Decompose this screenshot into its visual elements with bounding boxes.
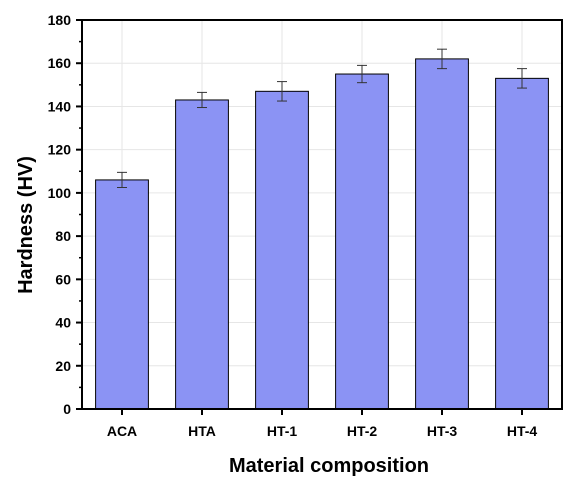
x-tick-label-aca: ACA	[107, 423, 137, 439]
y-tick-label: 160	[48, 55, 72, 71]
y-tick-label: 120	[48, 142, 72, 158]
bar-hta	[175, 99, 229, 410]
y-tick-label: 80	[55, 228, 71, 244]
y-tick-label: 100	[48, 185, 72, 201]
y-tick-label: 60	[55, 271, 71, 287]
y-tick-label: 20	[55, 358, 71, 374]
bars	[95, 58, 549, 410]
y-tick-label: 180	[48, 12, 72, 28]
x-tick-labels: ACA HTA HT-1 HT-2 HT-3 HT-4	[107, 423, 538, 439]
x-tick-label-ht-2: HT-2	[347, 423, 378, 439]
y-tick-label: 0	[63, 401, 71, 417]
y-tick-labels: 0 20 40 60 80 100 120 140 160 180	[48, 12, 72, 417]
y-tick-label: 40	[55, 315, 71, 331]
error-bars	[117, 48, 527, 188]
bar-aca	[95, 179, 149, 410]
x-tick-label-ht-1: HT-1	[267, 423, 298, 439]
x-axis-title: Material composition	[229, 455, 429, 477]
bar-ht-2	[335, 73, 389, 410]
bar-ht-1	[255, 90, 309, 410]
bar-ht-3	[415, 58, 469, 410]
gridlines	[82, 19, 562, 410]
x-tick-label-ht-3: HT-3	[427, 423, 458, 439]
x-tick-label-hta: HTA	[188, 423, 216, 439]
axes	[76, 19, 563, 415]
plot-frame	[81, 19, 563, 410]
x-tick-label-ht-4: HT-4	[507, 423, 538, 439]
bar-ht-4	[495, 77, 549, 410]
y-axis-title: Hardness (HV)	[15, 156, 37, 294]
y-tick-label: 140	[48, 98, 72, 114]
